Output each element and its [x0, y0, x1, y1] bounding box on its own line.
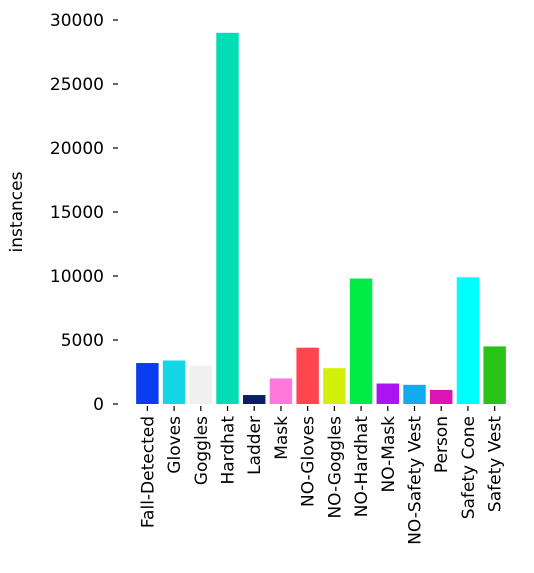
bar — [429, 389, 453, 404]
x-tick-label: NO-Mask — [379, 416, 399, 493]
y-tick-label: 30000 — [50, 11, 104, 31]
y-axis-label: instances — [7, 171, 27, 252]
x-tick-label: NO-Hardhat — [352, 416, 372, 518]
y-tick-label: 5000 — [61, 331, 104, 351]
x-tick-label: Fall-Detected — [138, 416, 158, 528]
bar — [403, 384, 426, 404]
x-tick-label: Mask — [272, 416, 292, 460]
y-tick-label: 10000 — [50, 267, 104, 287]
bar — [376, 383, 400, 404]
x-tick-label: Ladder — [245, 416, 265, 475]
bar — [456, 277, 480, 404]
y-tick-label: 0 — [93, 395, 104, 415]
x-tick-label: Safety Vest — [486, 416, 506, 512]
y-tick-label: 15000 — [50, 203, 104, 223]
x-tick-label: Safety Cone — [459, 416, 479, 519]
y-tick-label: 20000 — [50, 139, 104, 159]
bar — [349, 278, 373, 404]
bar — [136, 363, 159, 404]
bar — [216, 32, 239, 405]
x-tick-label: Gloves — [165, 416, 185, 474]
x-tick-label: NO-Gloves — [299, 416, 319, 507]
x-tick-label: NO-Safety Vest — [406, 416, 426, 545]
bar — [323, 368, 346, 404]
bar — [162, 360, 186, 404]
y-tick-label: 25000 — [50, 75, 104, 95]
bar — [189, 365, 213, 404]
bar — [269, 378, 293, 404]
x-tick-label: Person — [432, 416, 452, 473]
x-tick-label: NO-Goggles — [325, 416, 345, 519]
x-tick-label: Hardhat — [219, 416, 239, 485]
bar — [483, 346, 506, 404]
x-tick-label: Goggles — [192, 416, 212, 485]
bar — [296, 347, 319, 404]
bar — [242, 395, 266, 404]
